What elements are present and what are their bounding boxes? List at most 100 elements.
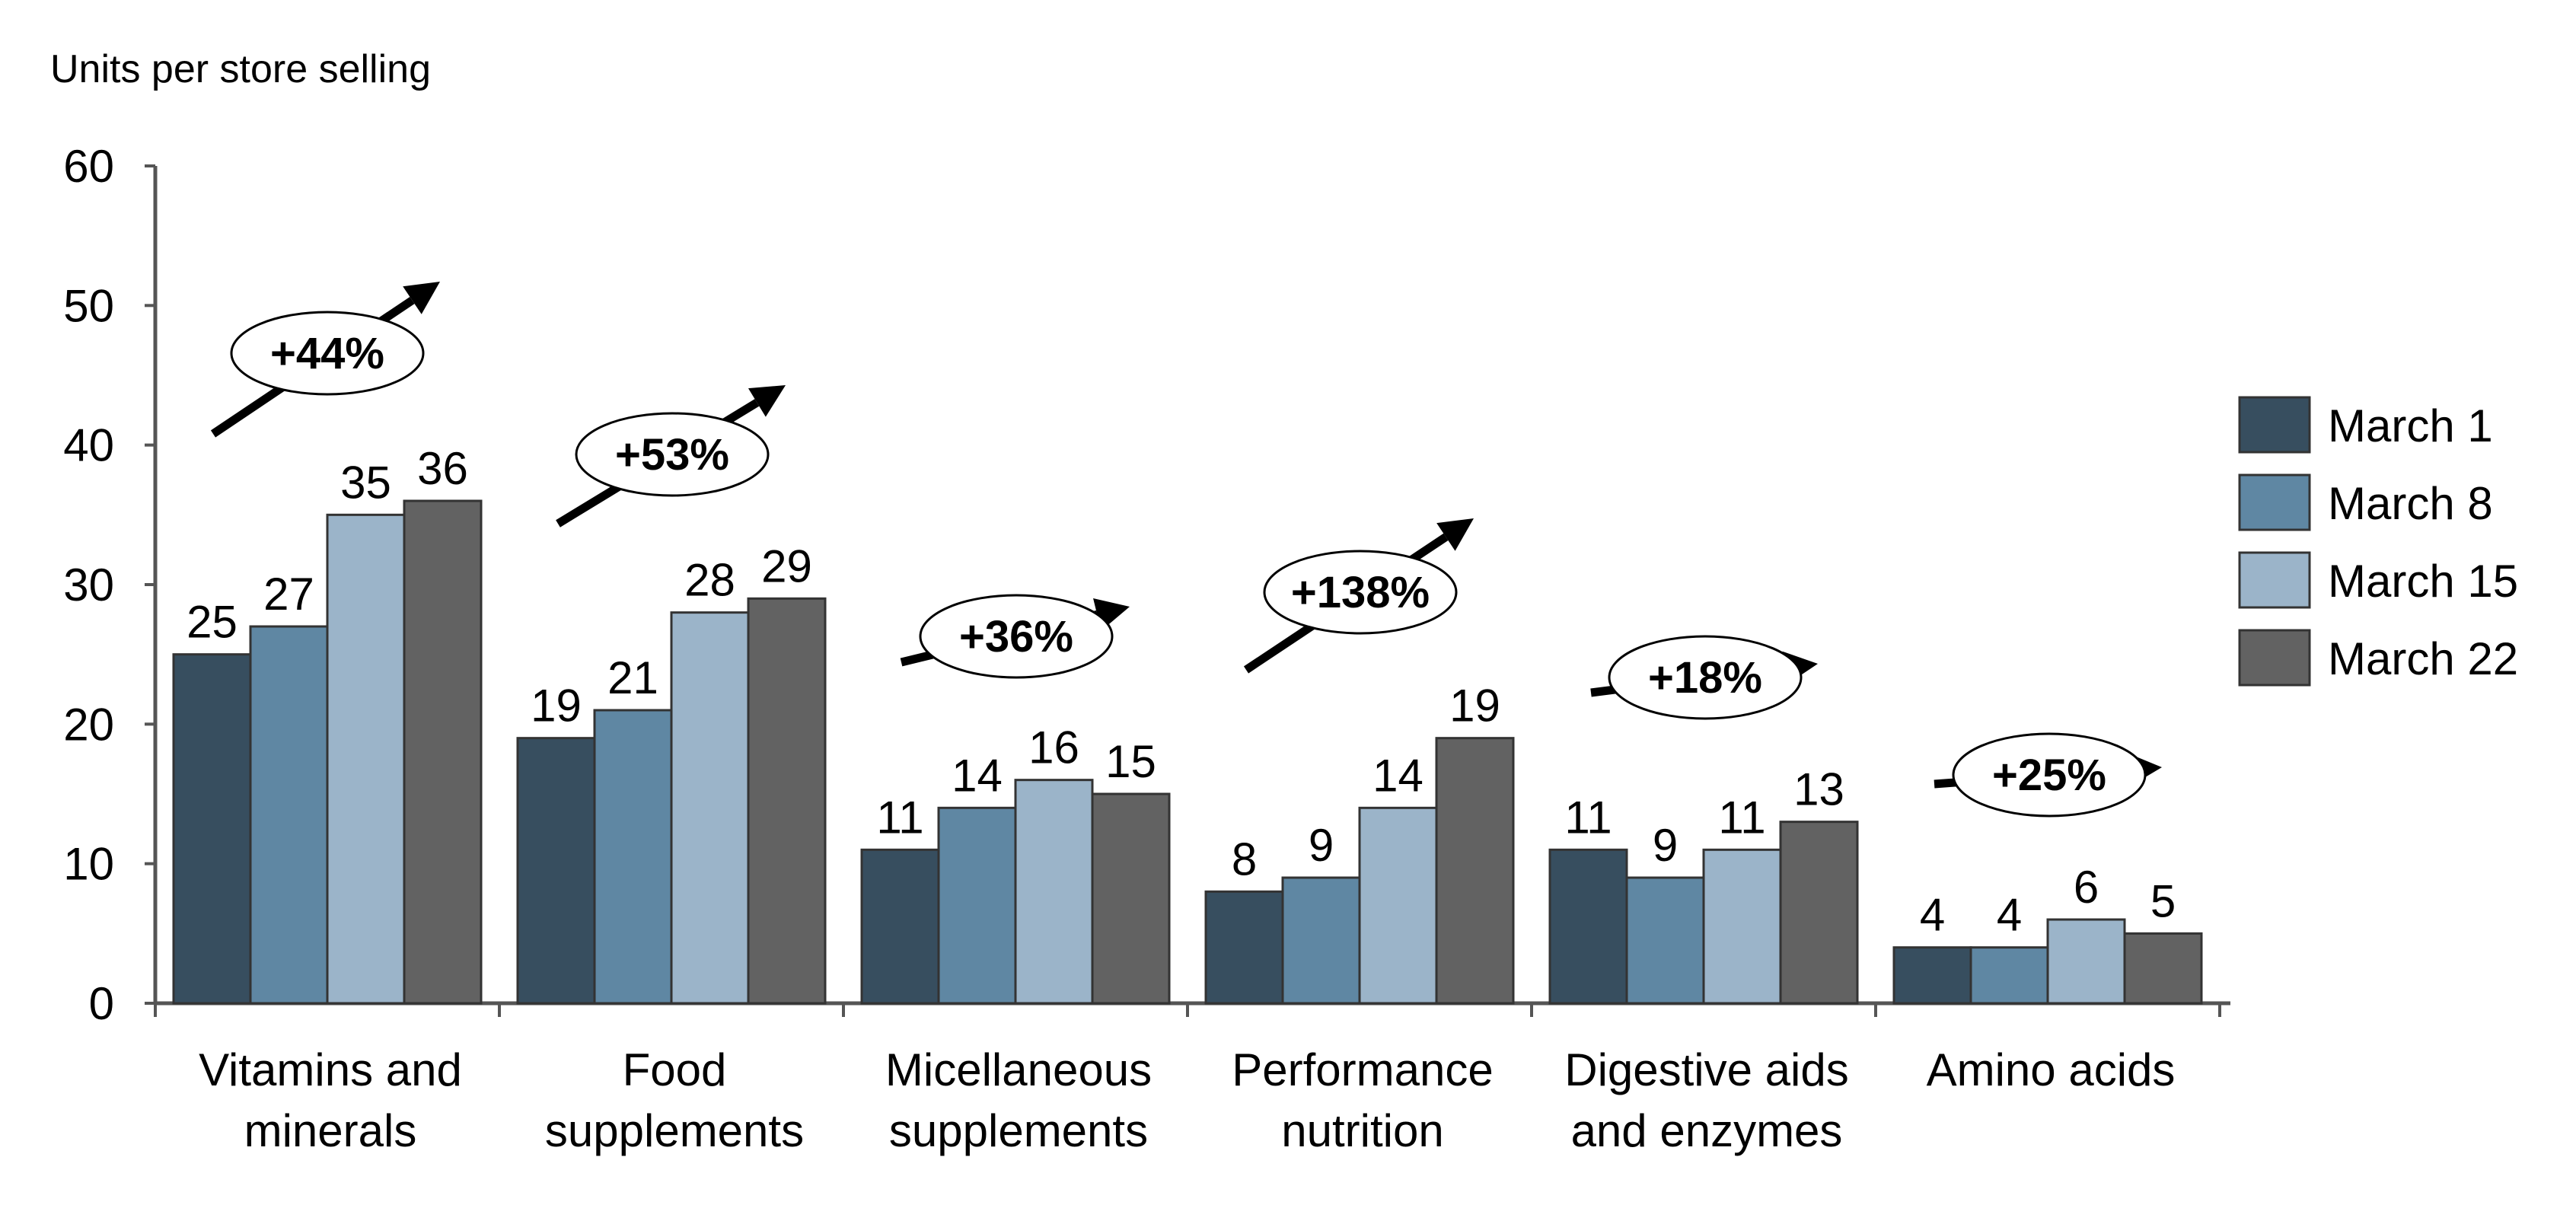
growth-badge-label: +25%: [1992, 751, 2106, 800]
data-label: 11: [1718, 792, 1765, 843]
category-label: Micellaneous: [885, 1044, 1152, 1095]
bar: [516, 737, 596, 1005]
data-label: 28: [684, 555, 735, 606]
growth-badge-label: +18%: [1648, 653, 1762, 703]
data-label: 6: [2074, 862, 2099, 913]
category-labels: Vitamins and minerals Food supplements Micel…: [199, 1044, 2175, 1156]
bar: [1892, 946, 1972, 1005]
data-label: 27: [263, 569, 314, 620]
category-label: Performance: [1232, 1044, 1493, 1095]
growth-badge: +18%: [1590, 635, 1818, 720]
growth-badge: +25%: [1934, 732, 2162, 818]
bar: [403, 499, 483, 1005]
data-label: 15: [1105, 736, 1156, 787]
y-tick-label: 50: [63, 280, 114, 331]
data-label: 5: [2150, 875, 2176, 926]
bar: [2123, 932, 2203, 1005]
bar: [1779, 821, 1859, 1005]
data-label: 14: [952, 750, 1003, 801]
growth-badge-label: +44%: [270, 329, 384, 378]
bar: [1091, 792, 1171, 1005]
bar: [1969, 946, 2049, 1005]
growth-badge: +138%: [1243, 518, 1474, 674]
legend-label: March 15: [2328, 556, 2518, 607]
y-tick-label: 30: [63, 559, 114, 610]
y-tick-label: 0: [89, 978, 114, 1029]
badge-ellipse: [1608, 635, 1803, 720]
data-label: 13: [1793, 764, 1844, 815]
bar: [1435, 737, 1515, 1005]
bar: [1204, 890, 1284, 1005]
bar: [670, 611, 750, 1005]
badge-ellipse: [919, 594, 1114, 679]
legend-label: March 22: [2328, 633, 2518, 684]
bar: [593, 709, 673, 1005]
data-label: 25: [187, 597, 238, 648]
category-label: Food: [623, 1044, 727, 1095]
category-label: supplements: [545, 1105, 804, 1156]
bar: [249, 625, 329, 1005]
data-labels: 25 19 11 8 11 4 27 21 14 9 9 4 35 28 16 14 11 6 36 29 15 19 13…: [187, 443, 2176, 941]
bar: [1702, 848, 1782, 1005]
growth-badge-label: +53%: [615, 430, 729, 480]
y-tick-label: 40: [63, 420, 114, 471]
bar: [172, 653, 252, 1005]
arrow-head-icon: [403, 282, 440, 314]
category-label: Digestive aids: [1564, 1044, 1849, 1095]
data-label: 11: [876, 792, 923, 843]
badge-ellipse: [230, 311, 425, 396]
bar: [937, 806, 1017, 1005]
legend-swatch: [2238, 396, 2311, 454]
data-label: 21: [607, 652, 658, 703]
data-label: 35: [340, 457, 391, 508]
bar: [1625, 876, 1705, 1005]
data-label: 36: [417, 443, 468, 494]
badge-ellipse: [1952, 732, 2147, 818]
bar: [860, 848, 940, 1005]
data-label: 16: [1028, 722, 1079, 773]
axes: 0 10 20 30 40 50 60: [63, 141, 2230, 1029]
legend-label: March 8: [2328, 478, 2493, 529]
y-tick-label: 20: [63, 699, 114, 750]
y-tick-label: 10: [63, 839, 114, 890]
y-axis-label: Units per store selling: [50, 47, 431, 91]
bar: [2046, 918, 2126, 1005]
growth-badge: +36%: [900, 594, 1130, 679]
legend-swatch: [2238, 473, 2311, 531]
category-label: supplements: [889, 1105, 1148, 1156]
bar: [1014, 779, 1094, 1005]
y-tick-label: 60: [63, 141, 114, 192]
data-label: 4: [1920, 890, 1945, 941]
data-label: 4: [1997, 890, 2022, 941]
data-label: 8: [1232, 834, 1257, 885]
bar: [1358, 806, 1438, 1005]
data-label: 14: [1372, 750, 1423, 801]
arrow-head-icon: [1436, 518, 1474, 551]
category-label: nutrition: [1281, 1105, 1443, 1156]
legend-swatch: [2238, 629, 2311, 687]
bar: [747, 597, 827, 1005]
category-label: minerals: [244, 1105, 417, 1156]
data-label: 9: [1653, 820, 1678, 871]
data-label: 19: [531, 681, 582, 732]
data-label: 9: [1309, 820, 1334, 871]
bars: [172, 499, 2203, 1005]
data-label: 29: [761, 540, 812, 591]
badge-ellipse: [1263, 550, 1458, 635]
legend: March 1 March 8 March 15 March 22: [2238, 396, 2518, 687]
growth-badge: +44%: [210, 282, 440, 438]
arrow-head-icon: [748, 385, 786, 417]
data-label: 19: [1449, 681, 1500, 732]
category-label: and enzymes: [1571, 1105, 1843, 1156]
category-label: Amino acids: [1927, 1044, 2176, 1095]
bar: [1281, 876, 1361, 1005]
badge-ellipse: [575, 412, 770, 497]
bar: [326, 513, 406, 1005]
legend-label: March 1: [2328, 400, 2493, 451]
growth-badge: +53%: [556, 385, 786, 528]
growth-badge-label: +36%: [959, 612, 1073, 661]
growth-badges: +44% +53% +36% +138% +18% +25%: [210, 282, 2162, 818]
growth-badge-label: +138%: [1291, 568, 1430, 617]
legend-swatch: [2238, 551, 2311, 609]
